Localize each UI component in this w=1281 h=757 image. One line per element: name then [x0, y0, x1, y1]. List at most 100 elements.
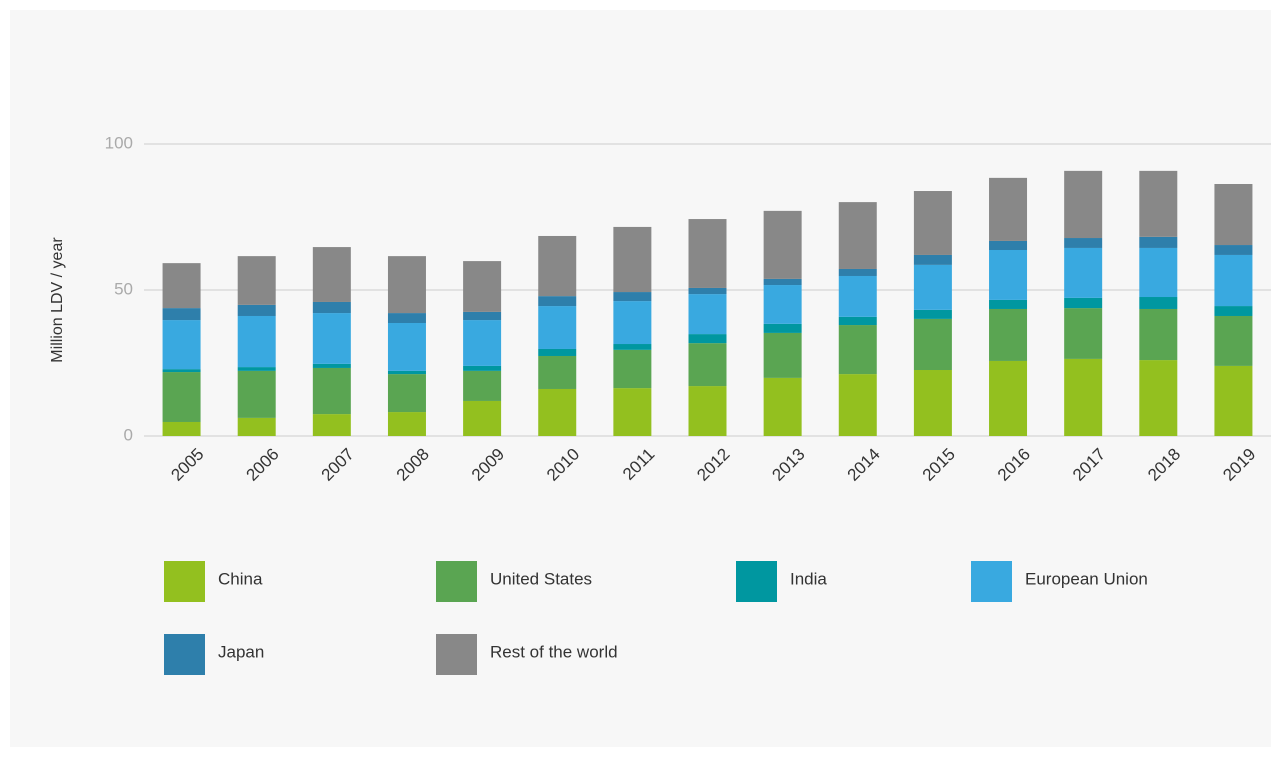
bar-segment [538, 348, 577, 356]
bar-segment [913, 264, 952, 310]
bar-segment [1139, 247, 1178, 298]
bar-segment [913, 254, 952, 265]
bar-segment [613, 301, 652, 345]
bar-segment [1139, 236, 1178, 248]
bar-segment [312, 414, 351, 436]
bar-segment [838, 202, 877, 269]
bar-segment [1214, 365, 1253, 436]
bar-segment [237, 367, 276, 371]
legend-swatch [164, 634, 205, 675]
bar-segment [237, 304, 276, 316]
bar-segment [1139, 308, 1178, 361]
bar-segment [463, 311, 502, 321]
bar-segment [387, 370, 426, 375]
bar-segment [763, 332, 802, 378]
bar-segment [538, 306, 577, 349]
bar-segment [463, 365, 502, 371]
bar-segment [538, 235, 577, 297]
bar-segment [989, 308, 1028, 361]
y-tick-label: 50 [114, 279, 133, 298]
bar-segment [312, 367, 351, 415]
bar-segment [838, 268, 877, 276]
bar-segment [989, 299, 1028, 309]
bar-segment [763, 278, 802, 286]
legend-swatch [164, 561, 205, 602]
bar-segment [838, 374, 877, 436]
bar-segment [162, 320, 201, 370]
bar-segment [1064, 308, 1103, 359]
bar-segment [688, 343, 727, 387]
bar-segment [613, 344, 652, 350]
y-tick-label: 0 [124, 425, 133, 444]
bar-segment [763, 377, 802, 436]
bar-segment [989, 249, 1028, 300]
bar-segment [613, 349, 652, 389]
bar-segment [387, 412, 426, 436]
legend-label: Japan [218, 642, 264, 661]
bar-segment [1214, 254, 1253, 307]
bar-segment [613, 226, 652, 293]
bar-segment [162, 308, 201, 321]
bar-segment [989, 360, 1028, 436]
legend-label: India [790, 569, 827, 588]
legend-swatch [971, 561, 1012, 602]
bar-segment [1214, 184, 1253, 246]
bar-segment [989, 177, 1028, 241]
legend-label: Rest of the world [490, 642, 618, 661]
legend-label: European Union [1025, 569, 1148, 588]
bar-segment [688, 294, 727, 335]
bar-segment [838, 316, 877, 326]
bar-segment [838, 325, 877, 375]
bar-segment [688, 386, 727, 436]
bar-segment [387, 256, 426, 314]
legend-swatch [736, 561, 777, 602]
bar-segment [538, 296, 577, 307]
bar-segment [913, 318, 952, 371]
bar-segment [1214, 306, 1253, 316]
bar-segment [763, 323, 802, 333]
bar-segment [989, 240, 1028, 250]
bar-segment [387, 374, 426, 413]
bar-segment [237, 370, 276, 418]
bar-segment [387, 322, 426, 371]
bar-segment [463, 261, 502, 312]
bar-segment [538, 355, 577, 389]
bar-segment [312, 313, 351, 364]
bar-segment [688, 287, 727, 295]
bar-segment [913, 191, 952, 255]
bar-segment [387, 313, 426, 323]
bar-segment [613, 292, 652, 302]
y-axis-label: Million LDV / year [49, 237, 66, 363]
bar-segment [1139, 297, 1178, 309]
legend-swatch [436, 561, 477, 602]
bar-segment [237, 417, 276, 436]
bar-segment [1064, 170, 1103, 239]
bar-segment [312, 247, 351, 302]
bar-segment [162, 369, 201, 373]
bar-segment [162, 263, 201, 309]
bar-segment [688, 334, 727, 344]
legend-label: United States [490, 569, 592, 588]
bar-segment [913, 309, 952, 319]
bar-segment [312, 363, 351, 368]
bar-segment [1064, 358, 1103, 436]
bar-segment [538, 388, 577, 436]
bar-segment [1064, 238, 1103, 248]
legend-swatch [436, 634, 477, 675]
bar-segment [162, 421, 201, 436]
bar-segment [1064, 297, 1103, 309]
bar-segment [463, 400, 502, 436]
bar-segment [913, 370, 952, 436]
bar-segment [1214, 245, 1253, 255]
bar-segment [162, 372, 201, 422]
bar-segment [613, 388, 652, 436]
bar-segment [237, 256, 276, 305]
legend-label: China [218, 569, 263, 588]
bar-segment [237, 315, 276, 368]
bar-segment [838, 275, 877, 317]
bar-segment [763, 285, 802, 324]
bar-segment [688, 219, 727, 288]
bar-segment [312, 301, 351, 314]
